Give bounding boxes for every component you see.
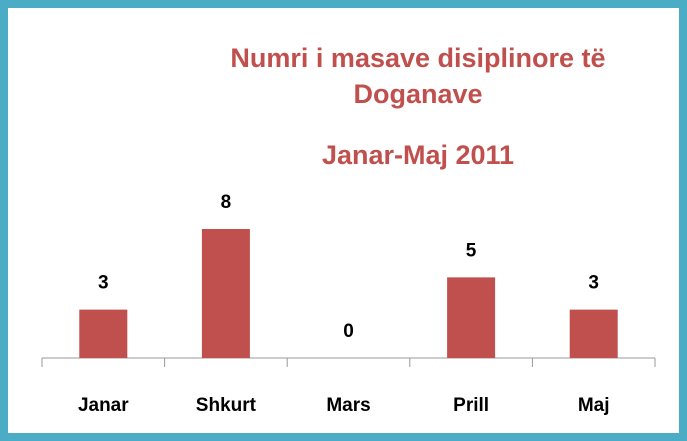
chart-title: Numri i masave disiplinore të Doganave bbox=[230, 43, 606, 109]
x-tick-label: Mars bbox=[326, 395, 370, 416]
bar bbox=[201, 229, 250, 358]
data-label: 3 bbox=[588, 273, 599, 294]
bar bbox=[447, 277, 496, 358]
bar bbox=[569, 309, 618, 358]
data-label: 0 bbox=[343, 321, 354, 342]
chart-subtitle: Janar-Maj 2011 bbox=[321, 140, 515, 170]
data-label: 3 bbox=[98, 273, 109, 294]
x-tick-label: Prill bbox=[453, 395, 489, 416]
data-label: 5 bbox=[466, 240, 477, 261]
x-tick-label: Shkurt bbox=[196, 395, 257, 416]
x-tick-label: Maj bbox=[578, 395, 610, 416]
data-label: 8 bbox=[221, 192, 232, 213]
x-tick-label: Janar bbox=[78, 395, 129, 416]
bar bbox=[79, 309, 128, 358]
